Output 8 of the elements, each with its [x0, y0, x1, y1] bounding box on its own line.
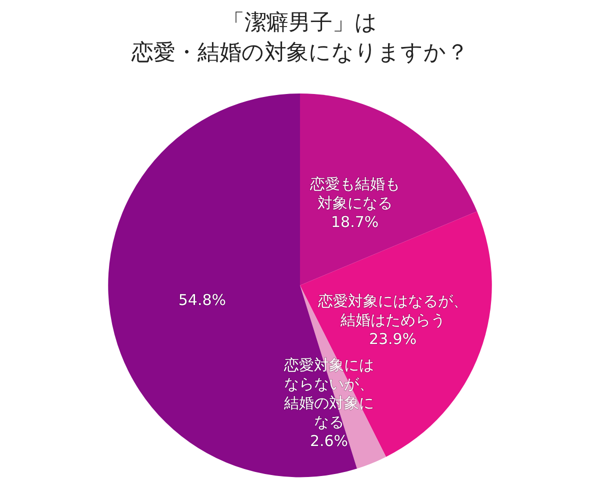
data-label: 2.6%: [310, 432, 348, 450]
slice-label: 恋愛も結婚も対象になる: [308, 175, 400, 212]
data-label: 18.7%: [331, 213, 379, 232]
data-label: 23.9%: [368, 330, 417, 348]
chart-title: 「潔癖男子」は: [222, 10, 378, 36]
chart-subtitle: 恋愛・結婚の対象になりますか？: [130, 40, 468, 66]
slice-label: 恋愛対象にはなるが、結婚はためらう: [316, 292, 468, 329]
data-label: 54.8%: [178, 291, 226, 310]
